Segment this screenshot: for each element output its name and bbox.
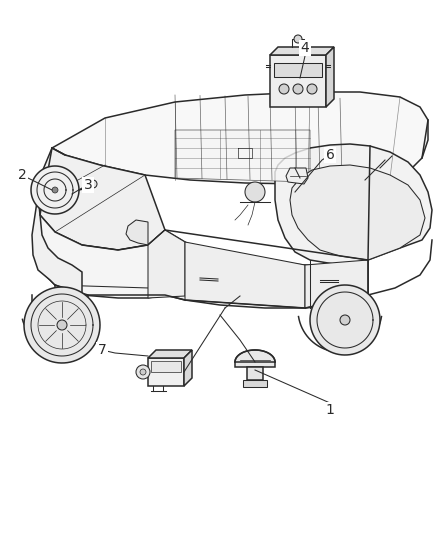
Polygon shape — [32, 195, 82, 300]
Polygon shape — [275, 144, 432, 265]
Polygon shape — [52, 92, 428, 184]
Circle shape — [57, 320, 67, 330]
Text: 2: 2 — [18, 168, 26, 182]
Circle shape — [307, 84, 317, 94]
Polygon shape — [290, 165, 425, 260]
Polygon shape — [247, 367, 263, 380]
Polygon shape — [326, 47, 334, 107]
Polygon shape — [148, 350, 192, 358]
Polygon shape — [31, 166, 79, 214]
Circle shape — [52, 187, 58, 193]
Polygon shape — [38, 148, 165, 250]
Circle shape — [136, 365, 150, 379]
Polygon shape — [126, 220, 148, 245]
Polygon shape — [286, 168, 308, 184]
Polygon shape — [151, 361, 181, 372]
Text: 4: 4 — [300, 41, 309, 55]
Polygon shape — [148, 358, 184, 386]
Circle shape — [340, 315, 350, 325]
Polygon shape — [24, 287, 100, 363]
Polygon shape — [184, 350, 192, 386]
Circle shape — [293, 84, 303, 94]
Circle shape — [279, 84, 289, 94]
Text: 7: 7 — [98, 343, 106, 357]
Polygon shape — [38, 195, 368, 308]
Text: 3: 3 — [84, 178, 92, 192]
Text: 1: 1 — [325, 403, 335, 417]
Polygon shape — [305, 260, 368, 308]
Text: 6: 6 — [325, 148, 335, 162]
Polygon shape — [274, 63, 322, 77]
Polygon shape — [243, 380, 267, 387]
Polygon shape — [185, 242, 305, 308]
Circle shape — [89, 180, 97, 188]
Polygon shape — [175, 130, 310, 182]
Polygon shape — [148, 230, 185, 298]
Circle shape — [294, 35, 302, 43]
Polygon shape — [235, 350, 275, 367]
Polygon shape — [270, 55, 326, 107]
Polygon shape — [310, 285, 380, 355]
Polygon shape — [270, 47, 334, 55]
Circle shape — [245, 182, 265, 202]
Circle shape — [140, 369, 146, 375]
